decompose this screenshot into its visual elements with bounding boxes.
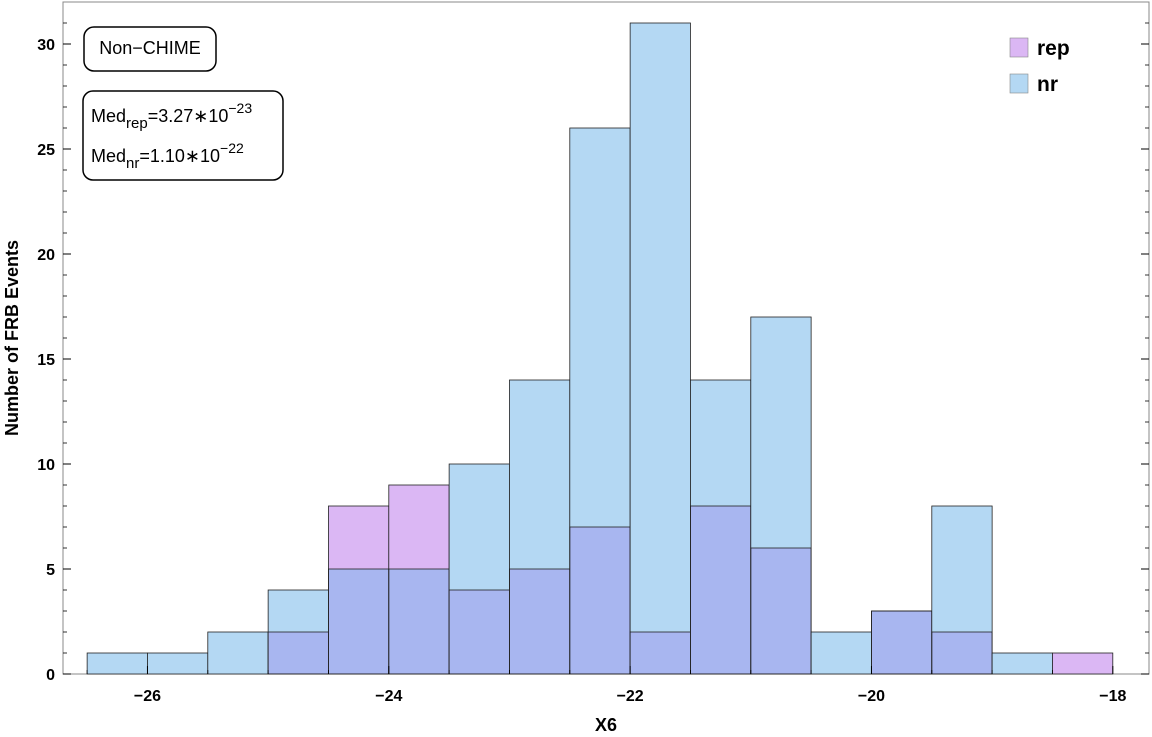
- histogram-bar-overlap-14: [931, 632, 993, 674]
- histogram-bar-overlap-5: [388, 569, 450, 674]
- histogram-bar-nr-1: [147, 653, 208, 674]
- histogram-bar-outline-nr-9: [629, 22, 691, 675]
- y-tick-label: 10: [37, 457, 55, 474]
- histogram-bar-outline-rep-16: [1052, 652, 1114, 675]
- histogram-bar-nr-14: [931, 506, 993, 632]
- y-tick-label: 15: [37, 352, 55, 369]
- median-nr-value: =1.10∗10: [139, 146, 220, 166]
- histogram-bar-overlap-11: [750, 548, 812, 674]
- legend-label-rep: rep: [1037, 37, 1070, 60]
- histogram-bar-overlap-8: [569, 527, 631, 674]
- histogram-bar-overlap-7: [509, 569, 570, 674]
- annotation-median-box: Medrep=3.27∗10−23 Mednr=1.10∗10−22: [82, 90, 284, 181]
- legend-swatch-nr: [1009, 73, 1029, 94]
- x-tick-label: −24: [375, 688, 402, 705]
- bars-layer: [86, 22, 1114, 675]
- median-nr-sub: nr: [126, 155, 139, 172]
- median-rep-text: Medrep=3.27∗10−23: [91, 100, 252, 132]
- legend-label-nr: nr: [1037, 73, 1058, 96]
- y-tick-label: 0: [46, 667, 55, 684]
- median-nr-exp: −22: [220, 140, 244, 156]
- histogram-bar-nr-2: [207, 632, 269, 674]
- median-rep-sub: rep: [126, 115, 148, 132]
- histogram-bar-nr-6: [449, 464, 510, 590]
- histogram-bar-nr-10: [690, 380, 751, 506]
- histogram-bar-nr-11: [750, 317, 812, 548]
- histogram-bar-nr-3: [268, 590, 329, 632]
- median-nr-text: Mednr=1.10∗10−22: [91, 140, 244, 172]
- y-tick-label: 25: [37, 142, 55, 159]
- histogram-bar-outline-nr-11: [750, 316, 812, 675]
- median-rep-exp: −23: [228, 100, 252, 116]
- histogram-bar-nr-7: [509, 380, 570, 569]
- x-tick-label: −22: [617, 688, 644, 705]
- histogram-bar-nr-9: [630, 23, 691, 632]
- legend-swatch-rep: [1009, 37, 1029, 58]
- y-axis-title: Number of FRB Events: [2, 240, 22, 436]
- x-axis-title: X6: [595, 715, 617, 735]
- y-tick-label: 20: [37, 247, 55, 264]
- median-rep-value: =3.27∗10: [148, 106, 229, 126]
- histogram-bar-nr-8: [569, 128, 631, 527]
- y-tick-label: 30: [37, 37, 55, 54]
- axes-layer: −26 −24 −22 −20 −18 0 5 10 15 20 25 30: [37, 22, 1149, 705]
- x-tick-label: −26: [134, 688, 161, 705]
- histogram-bar-overlap-13: [871, 611, 932, 674]
- histogram-bar-overlap-3: [268, 632, 329, 674]
- histogram-bar-rep-5: [388, 485, 450, 569]
- histogram-bar-nr-15: [992, 653, 1053, 674]
- x-tick-label: −18: [1099, 688, 1126, 705]
- median-rep-prefix: Med: [91, 106, 126, 126]
- legend: rep nr: [1009, 37, 1070, 96]
- histogram-bar-rep-4: [328, 506, 389, 569]
- histogram-bar-nr-0: [87, 653, 148, 674]
- histogram-bar-overlap-6: [449, 590, 510, 674]
- median-nr-prefix: Med: [91, 146, 126, 166]
- histogram-bar-rep-16: [1052, 653, 1113, 674]
- annotation-label-box: Non−CHIME: [83, 26, 217, 72]
- x-tick-label: −20: [858, 688, 885, 705]
- y-tick-label: 5: [46, 562, 55, 579]
- histogram-bar-overlap-10: [690, 506, 751, 674]
- label-box-text: Non−CHIME: [99, 38, 201, 58]
- histogram-bar-overlap-4: [328, 569, 389, 674]
- histogram-bar-outline-nr-14: [931, 505, 993, 675]
- histogram-bar-overlap-9: [630, 632, 691, 674]
- median-box-frame: [82, 90, 284, 181]
- label-box-frame: [83, 26, 217, 72]
- histogram-bar-nr-12: [811, 632, 872, 674]
